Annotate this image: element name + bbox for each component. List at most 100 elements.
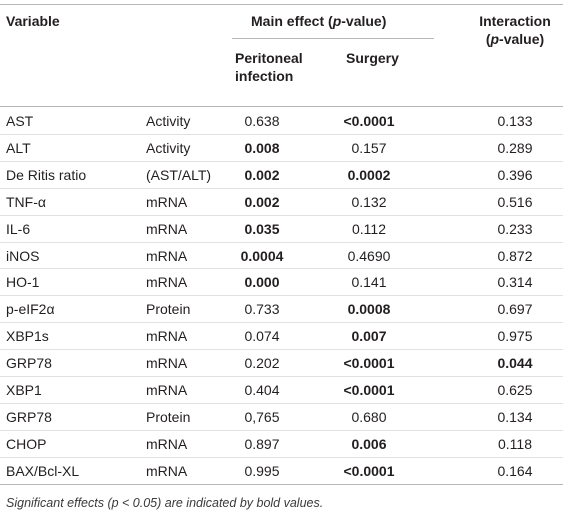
cell-surgery: 0.132 (351, 194, 387, 210)
row-divider (0, 134, 563, 135)
header-interaction-p: p (490, 31, 500, 47)
cell-type: mRNA (146, 382, 188, 398)
cell-interaction: 0.134 (497, 409, 533, 425)
cell-interaction: 0.697 (497, 301, 533, 317)
row-divider (0, 457, 563, 458)
header-peritoneal-line2: infection (235, 68, 294, 84)
cell-peritoneal: 0.0004 (240, 248, 284, 264)
cell-variable: iNOS (6, 248, 40, 264)
cell-interaction: 0.396 (497, 167, 533, 183)
cell-surgery: 0.157 (351, 140, 387, 156)
cell-type: mRNA (146, 274, 188, 290)
cell-peritoneal: 0.035 (244, 221, 280, 237)
header-surgery: Surgery (346, 50, 399, 66)
header-variable: Variable (6, 13, 60, 29)
cell-type: mRNA (146, 463, 188, 479)
row-divider (0, 161, 563, 162)
cell-type: mRNA (146, 221, 188, 237)
cell-interaction: 0.118 (498, 436, 532, 452)
footnote: Significant effects (p < 0.05) are indic… (6, 496, 324, 510)
cell-surgery: 0.0002 (347, 167, 391, 183)
row-divider (0, 376, 563, 377)
row-divider (0, 268, 563, 269)
cell-interaction: 0.314 (497, 274, 533, 290)
cell-peritoneal: 0.897 (244, 436, 280, 452)
cell-type: mRNA (146, 194, 188, 210)
cell-interaction: 0.516 (497, 194, 533, 210)
cell-peritoneal: 0.002 (244, 167, 280, 183)
cell-peritoneal: 0.008 (244, 140, 280, 156)
top-rule (0, 4, 563, 5)
cell-variable: BAX/Bcl-XL (6, 463, 80, 479)
cell-variable: HO-1 (6, 274, 40, 290)
cell-variable: De Ritis ratio (6, 167, 87, 183)
cell-type: Protein (146, 301, 191, 317)
bottom-rule (0, 484, 563, 485)
cell-type: mRNA (146, 436, 188, 452)
cell-peritoneal: 0.404 (244, 382, 280, 398)
main-effect-underline (232, 38, 434, 39)
cell-peritoneal: 0.000 (244, 274, 280, 290)
row-divider (0, 215, 563, 216)
cell-interaction: 0.133 (497, 113, 533, 129)
cell-surgery: 0.112 (352, 221, 386, 237)
cell-type: mRNA (146, 248, 188, 264)
cell-variable: XBP1s (6, 328, 49, 344)
cell-type: Activity (146, 113, 191, 129)
cell-type: mRNA (146, 355, 188, 371)
cell-interaction: 0.872 (497, 248, 533, 264)
cell-type: Activity (146, 140, 191, 156)
cell-peritoneal: 0.202 (244, 355, 280, 371)
row-divider (0, 188, 563, 189)
header-main-effect-p: p (332, 13, 342, 29)
header-interaction-line1: Interaction (479, 13, 551, 29)
cell-interaction: 0.625 (497, 382, 533, 398)
cell-variable: AST (6, 113, 34, 129)
cell-variable: CHOP (6, 436, 47, 452)
cell-peritoneal: 0.733 (244, 301, 280, 317)
cell-surgery: 0.4690 (347, 248, 391, 264)
cell-variable: p-eIF2α (6, 301, 55, 317)
header-peritoneal-line1: Peritoneal (235, 50, 303, 66)
header-main-effect-label: Main effect ( (251, 13, 333, 29)
header-interaction-line2: (p-value) (470, 30, 560, 48)
cell-surgery: 0.0008 (347, 301, 391, 317)
row-divider (0, 403, 563, 404)
cell-type: mRNA (146, 328, 188, 344)
cell-surgery: <0.0001 (343, 463, 395, 479)
cell-variable: GRP78 (6, 355, 52, 371)
cell-peritoneal: 0.074 (244, 328, 280, 344)
header-interaction-close: -value) (499, 31, 545, 47)
row-divider (0, 242, 563, 243)
cell-variable: XBP1 (6, 382, 42, 398)
row-divider (0, 322, 563, 323)
cell-surgery: 0.141 (351, 274, 387, 290)
cell-surgery: 0.007 (351, 328, 387, 344)
cell-variable: ALT (6, 140, 31, 156)
cell-surgery: 0.006 (351, 436, 387, 452)
cell-interaction: 0.233 (497, 221, 533, 237)
cell-surgery: 0.680 (351, 409, 387, 425)
cell-surgery: <0.0001 (343, 355, 395, 371)
cell-peritoneal: 0.002 (244, 194, 280, 210)
cell-variable: GRP78 (6, 409, 52, 425)
cell-peritoneal: 0.638 (244, 113, 280, 129)
cell-surgery: <0.0001 (343, 113, 395, 129)
cell-peritoneal: 0,765 (244, 409, 280, 425)
cell-type: (AST/ALT) (146, 167, 212, 183)
cell-interaction: 0.164 (497, 463, 533, 479)
header-main-effect-suffix: -value) (341, 13, 387, 29)
cell-type: Protein (146, 409, 191, 425)
cell-interaction: 0.289 (497, 140, 533, 156)
header-main-effect: Main effect (p-value) (251, 12, 386, 30)
header-interaction: Interaction (p-value) (470, 12, 560, 48)
cell-peritoneal: 0.995 (244, 463, 280, 479)
cell-interaction: 0.044 (497, 355, 533, 371)
row-divider (0, 295, 563, 296)
cell-surgery: <0.0001 (343, 382, 395, 398)
cell-variable: IL-6 (6, 221, 31, 237)
header-bottom-rule (0, 106, 563, 107)
header-interaction-open: ( (485, 31, 491, 47)
header-peritoneal: Peritoneal infection (235, 49, 303, 85)
row-divider (0, 430, 563, 431)
